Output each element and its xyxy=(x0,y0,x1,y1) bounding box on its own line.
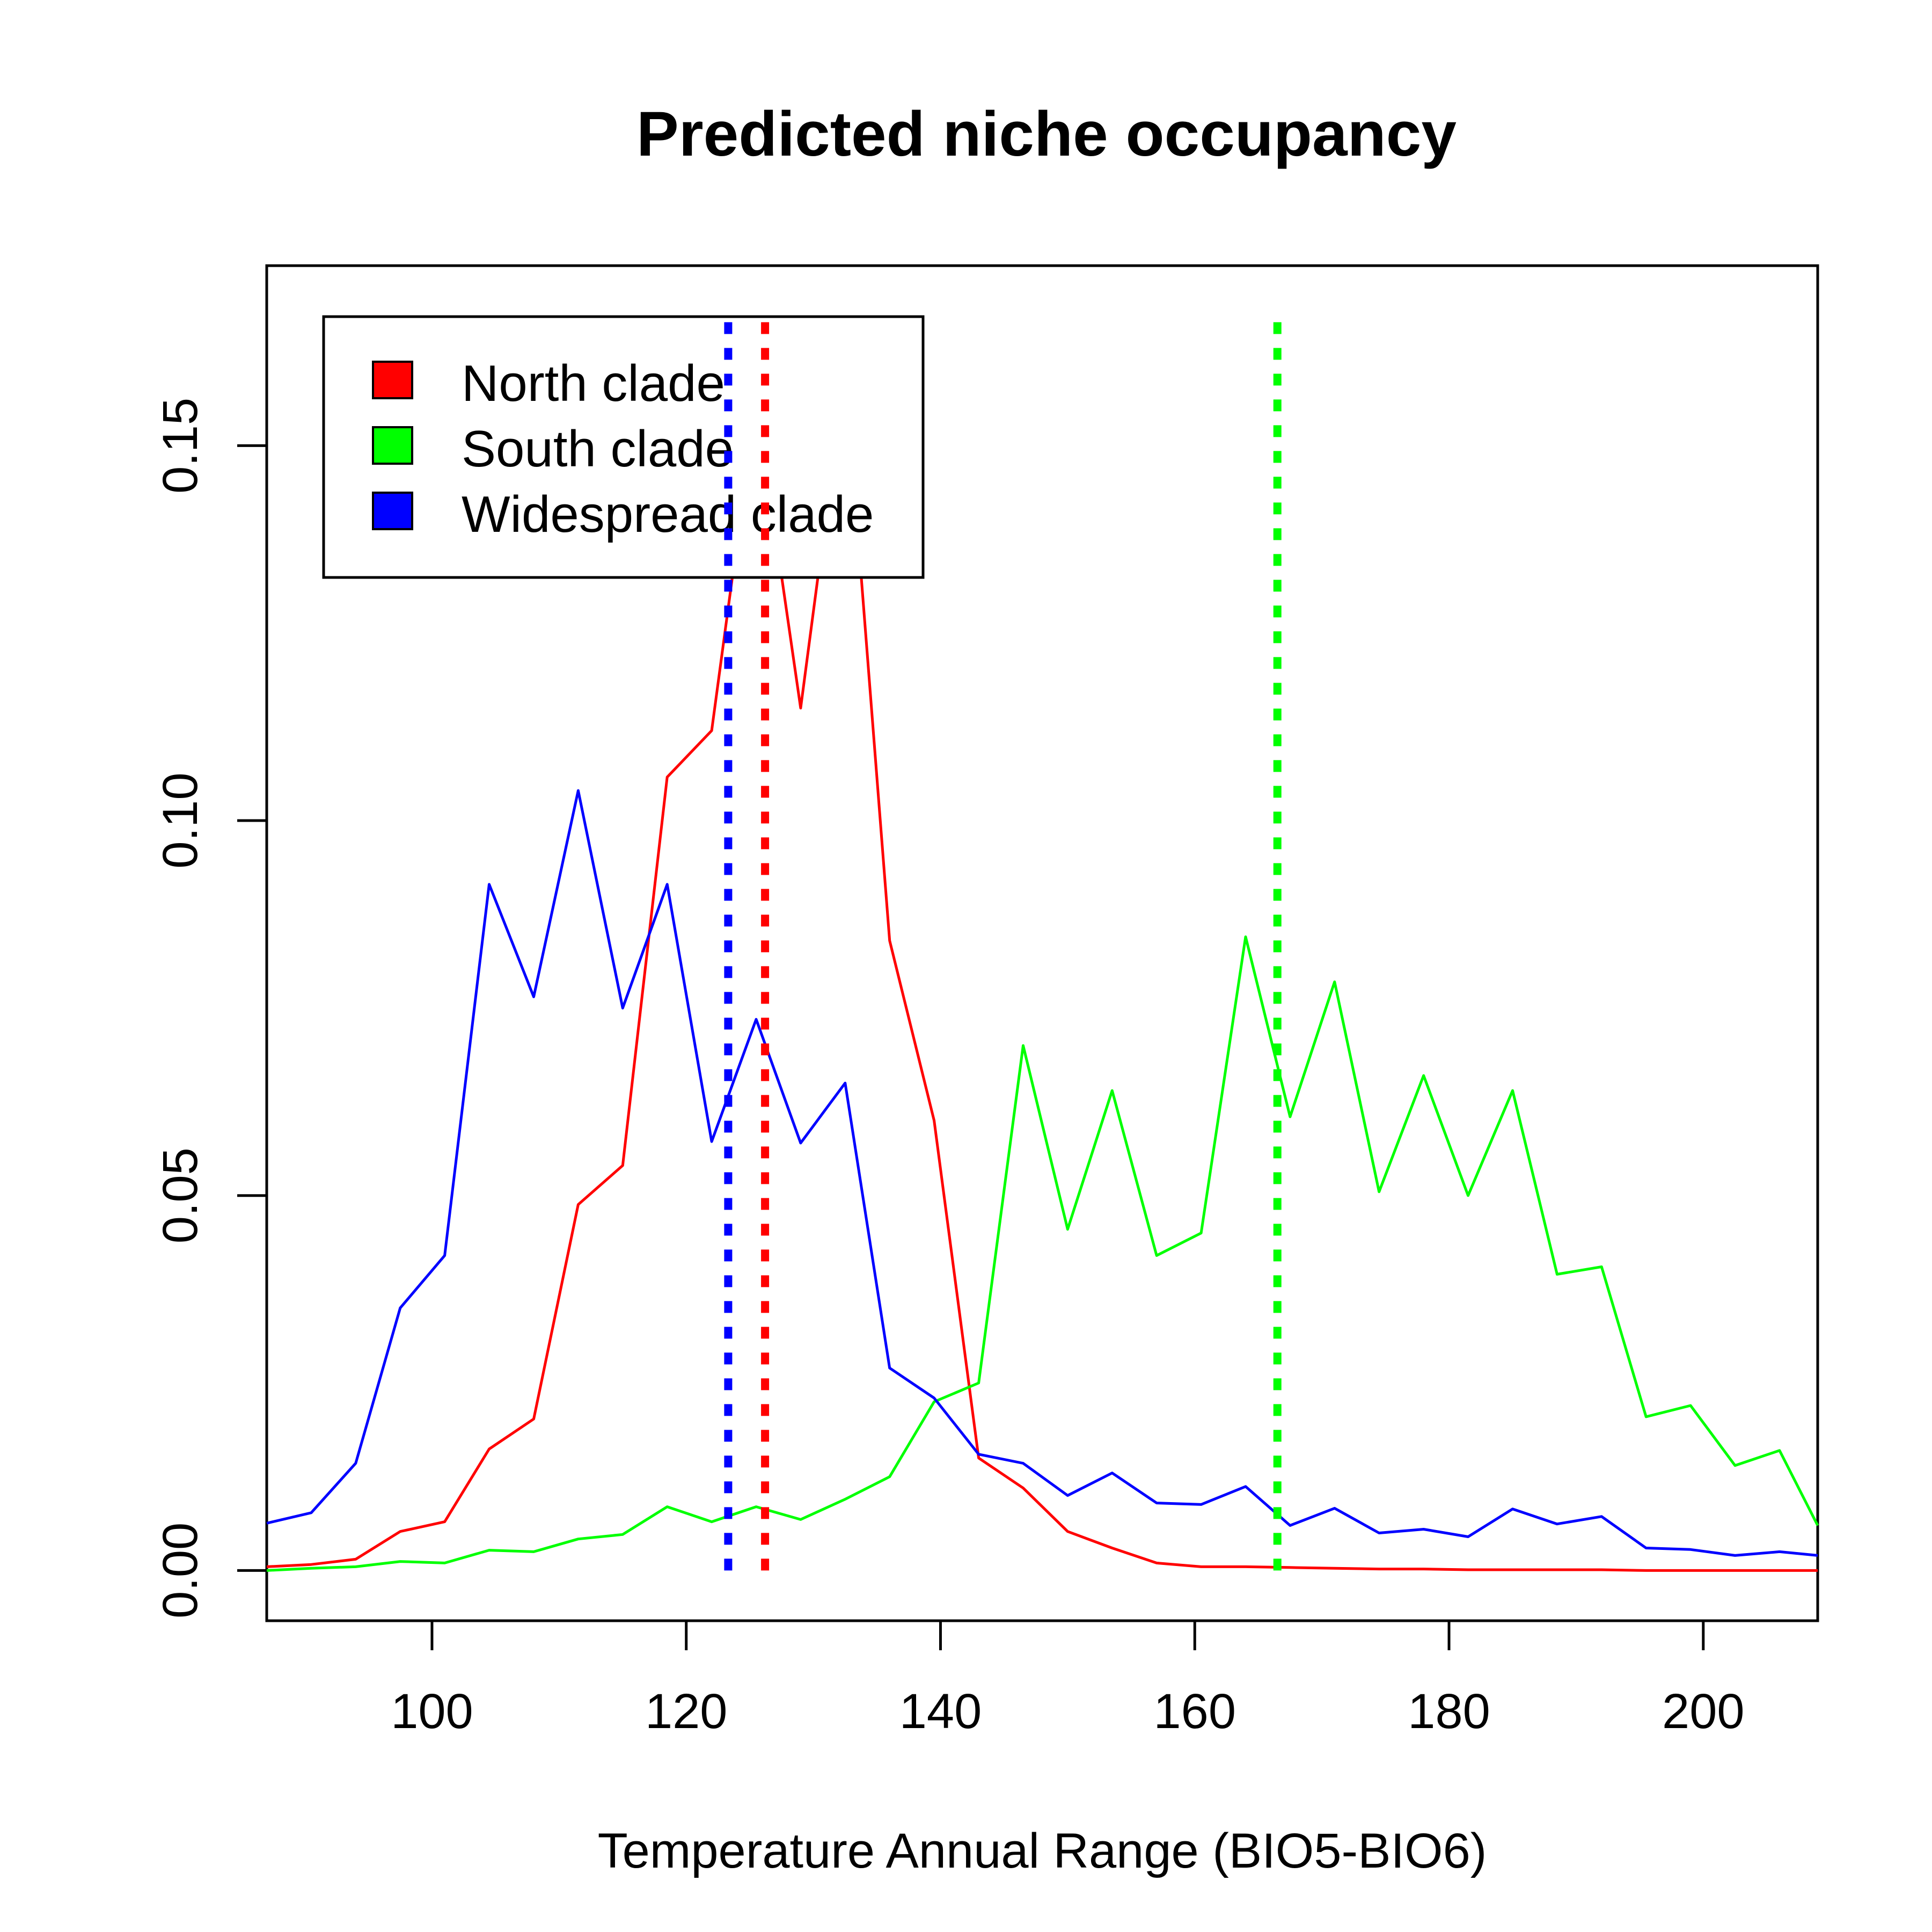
y-tick-label-0.15: 0.15 xyxy=(153,398,208,494)
x-tick-label-120: 120 xyxy=(645,1684,728,1739)
legend-swatch-north xyxy=(372,361,413,399)
x-axis-label: Temperature Annual Range (BIO5-BIO6) xyxy=(598,1824,1487,1878)
y-axis: 0.00 0.05 0.10 0.15 xyxy=(153,398,268,1619)
legend-swatch-widespread xyxy=(372,492,413,530)
x-tick-label-140: 140 xyxy=(899,1684,982,1739)
legend-box xyxy=(322,315,925,579)
x-tick-label-200: 200 xyxy=(1662,1684,1745,1739)
chart-title: Predicted niche occupancy xyxy=(636,99,1457,170)
series-line-north-clade xyxy=(266,369,1818,1572)
reference-lines xyxy=(724,314,1282,1571)
y-tick-label-0.10: 0.10 xyxy=(153,773,208,869)
y-tick-label-0.05: 0.05 xyxy=(153,1147,208,1243)
legend-label-widespread: Widespread clade xyxy=(462,486,874,543)
legend-swatch-south xyxy=(372,426,413,465)
x-tick-label-160: 160 xyxy=(1154,1684,1236,1739)
legend-label-north: North clade xyxy=(462,355,725,412)
legend-label-south: South clade xyxy=(462,420,734,478)
y-tick-label-0.00: 0.00 xyxy=(153,1523,208,1619)
legend: North clade South clade Widespread clade xyxy=(322,315,925,579)
x-tick-label-100: 100 xyxy=(391,1684,473,1739)
series-layer xyxy=(266,369,1819,1572)
x-tick-label-180: 180 xyxy=(1408,1684,1490,1739)
series-line-widespread-clade xyxy=(266,789,1818,1557)
x-axis: 100 120 140 160 180 200 xyxy=(391,1619,1745,1739)
series-line-south-clade xyxy=(266,935,1819,1572)
